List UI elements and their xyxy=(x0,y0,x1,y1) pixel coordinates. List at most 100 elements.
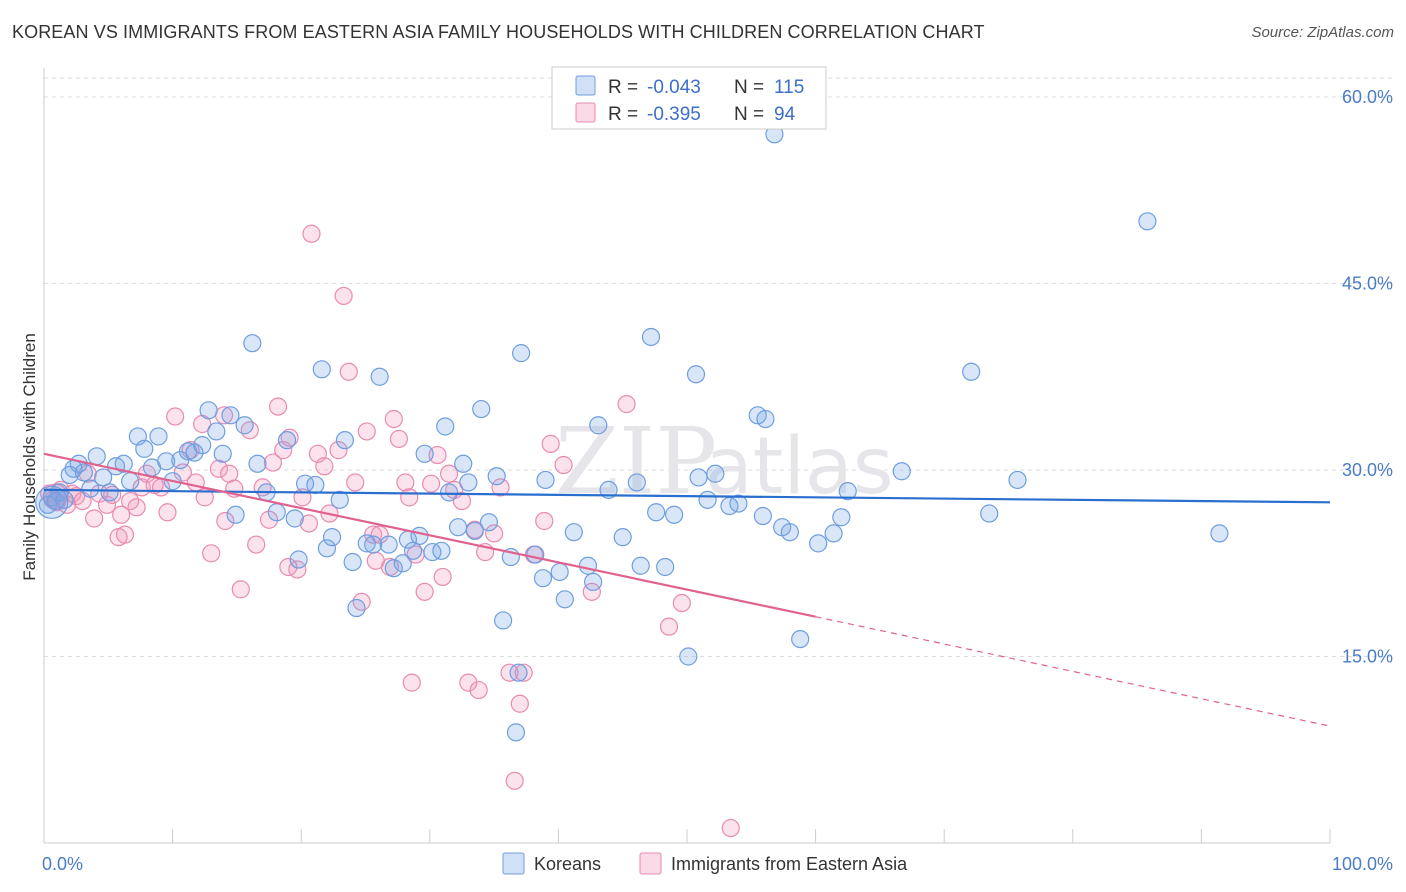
x-tick-labels: 0.0% 100.0% xyxy=(42,854,1393,874)
korean-point-86 xyxy=(641,327,661,347)
immig-point-9 xyxy=(85,509,104,528)
immig-point-64 xyxy=(421,474,441,493)
korean-point-41 xyxy=(312,360,331,379)
korean-trend-line xyxy=(43,488,1331,504)
korean-point-57 xyxy=(415,444,434,463)
korean-point-80 xyxy=(578,556,598,575)
immig-point-74 xyxy=(485,524,504,543)
immig-point-50 xyxy=(334,286,353,306)
korean-point-96 xyxy=(729,494,748,513)
legend-box: R = -0.043 N = 115 R = -0.395 N = 94 xyxy=(551,66,827,130)
korean-point-78 xyxy=(555,590,574,609)
korean-point-108 xyxy=(962,362,981,381)
korean-point-94 xyxy=(706,464,725,483)
immig-point-37 xyxy=(259,510,279,529)
legend-immig-n-value: 94 xyxy=(774,104,796,125)
immig-point-77 xyxy=(505,771,524,790)
korean-point-26 xyxy=(199,401,218,420)
korean-point-88 xyxy=(656,557,675,577)
immig-trend-line xyxy=(43,452,816,618)
korean-point-51 xyxy=(379,535,398,554)
x-tick-label-min: 0.0% xyxy=(42,854,83,874)
immig-point-70 xyxy=(459,673,478,692)
bottom-legend-immig-swatch xyxy=(639,852,662,875)
korean-point-114 xyxy=(599,480,618,499)
korean-point-63 xyxy=(454,454,473,473)
immig-point-25 xyxy=(186,473,205,492)
korean-point-84 xyxy=(627,473,646,492)
korean-point-110 xyxy=(1008,470,1027,490)
korean-point-25 xyxy=(193,436,212,455)
bottom-legend: Koreans Immigrants from Eastern Asia xyxy=(502,852,908,875)
korean-points xyxy=(35,125,1229,742)
korean-point-35 xyxy=(267,503,286,522)
chart-title: KOREAN VS IMMIGRANTS FROM EASTERN ASIA F… xyxy=(12,22,985,42)
korean-point-75 xyxy=(533,569,553,588)
watermark-zip: ZIP xyxy=(555,408,717,515)
korean-point-83 xyxy=(613,528,632,547)
y-tick-label-15: 15.0% xyxy=(1342,647,1393,667)
korean-point-8 xyxy=(74,463,93,482)
korean-point-24 xyxy=(185,443,204,462)
korean-point-46 xyxy=(343,552,362,572)
immig-point-47 xyxy=(315,457,334,476)
immig-point-79 xyxy=(514,663,533,682)
immig-point-67 xyxy=(439,464,459,483)
korean-point-53 xyxy=(393,554,412,573)
korean-point-72 xyxy=(506,723,526,742)
trend-lines xyxy=(43,452,1331,727)
korean-point-67 xyxy=(479,513,499,532)
immig-point-56 xyxy=(370,525,389,544)
immig-point-63 xyxy=(415,582,434,601)
legend-immig-swatch xyxy=(575,102,596,123)
immig-point-44 xyxy=(299,514,319,533)
immig-point-85 xyxy=(617,395,636,414)
korean-point-87 xyxy=(647,503,666,522)
korean-point-98 xyxy=(753,506,772,526)
legend-korean-r-value: -0.043 xyxy=(647,77,701,98)
immig-point-72 xyxy=(469,680,488,700)
korean-point-4 xyxy=(55,490,74,509)
y-tick-label-60: 60.0% xyxy=(1342,87,1393,107)
korean-point-28 xyxy=(213,444,232,463)
bottom-legend-immig-label: Immigrants from Eastern Asia xyxy=(671,854,908,874)
korean-point-106 xyxy=(838,482,857,501)
immig-point-91 xyxy=(400,488,419,507)
gridlines xyxy=(44,77,1392,657)
korean-point-68 xyxy=(487,467,506,486)
immig-point-58 xyxy=(384,409,403,429)
immig-point-86 xyxy=(659,617,679,636)
korean-point-92 xyxy=(689,468,708,487)
korean-point-10 xyxy=(87,447,106,466)
y-axis-label: Family Households with Children xyxy=(20,333,39,581)
korean-point-56 xyxy=(410,526,429,545)
korean-point-32 xyxy=(243,334,262,353)
korean-point-64 xyxy=(459,473,478,492)
korean-point-42 xyxy=(317,539,337,558)
axes xyxy=(43,68,1331,844)
immig-point-90 xyxy=(279,557,298,577)
immig-point-35 xyxy=(247,535,266,554)
immig-point-81 xyxy=(535,511,554,531)
immig-point-21 xyxy=(158,503,177,522)
korean-point-60 xyxy=(436,417,455,436)
immig-point-14 xyxy=(115,525,135,544)
immig-point-45 xyxy=(302,224,321,243)
korean-point-77 xyxy=(550,562,569,582)
korean-point-62 xyxy=(448,518,468,537)
korean-point-85 xyxy=(631,556,650,575)
immig-trend-line-extended xyxy=(815,616,1331,727)
immig-point-89 xyxy=(366,551,385,570)
korean-point-19 xyxy=(149,427,168,446)
immig-point-38 xyxy=(263,453,283,472)
korean-point-30 xyxy=(226,505,245,524)
immig-point-54 xyxy=(357,422,376,441)
korean-point-79 xyxy=(564,523,583,542)
korean-point-101 xyxy=(780,523,799,542)
korean-point-12 xyxy=(100,483,119,502)
immig-point-29 xyxy=(209,459,228,478)
immig-point-75 xyxy=(491,478,510,497)
y-tick-label-30: 30.0% xyxy=(1342,460,1393,480)
korean-point-48 xyxy=(357,534,376,553)
